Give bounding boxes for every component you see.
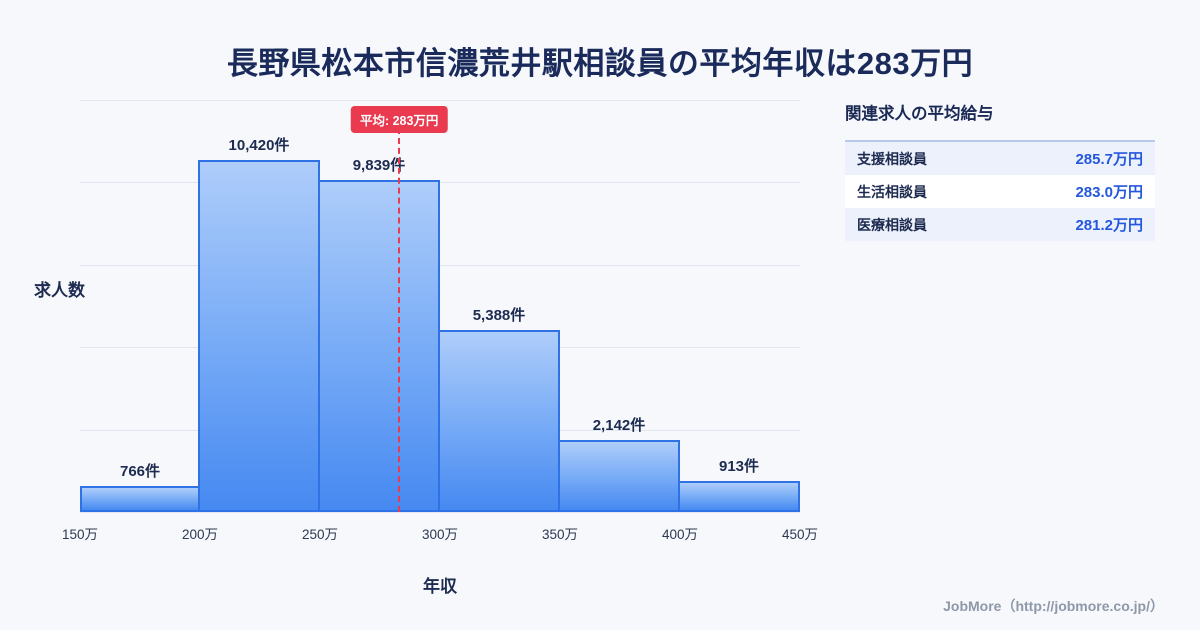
bar-value-label: 766件 bbox=[119, 463, 161, 481]
histogram-bar: 10,420件 bbox=[198, 137, 320, 512]
gridline bbox=[80, 512, 800, 513]
page-title: 長野県松本市信濃荒井駅相談員の平均年収は283万円 bbox=[226, 46, 974, 81]
footer-credit: JobMore（http://jobmore.co.jp/） bbox=[943, 598, 1164, 614]
gridline bbox=[80, 264, 800, 266]
bar-value-label: 5,388件 bbox=[472, 307, 526, 324]
histogram-bar: 2,142件 bbox=[558, 417, 680, 512]
x-tick-label: 300万 bbox=[421, 527, 459, 542]
table-row: 支援相談員 285.7万円 bbox=[845, 142, 1155, 175]
histogram-bar: 913件 bbox=[678, 458, 800, 512]
bar-value-label: 2,142件 bbox=[592, 416, 646, 434]
salary-value: 285.7万円 bbox=[1075, 151, 1143, 168]
job-label: 生活相談員 bbox=[857, 183, 927, 200]
x-tick-label: 350万 bbox=[541, 527, 579, 542]
average-dashed-line bbox=[398, 128, 401, 512]
histogram-plot: 平均: 283万円 766件 10,420件 9,839件 5,388件 2,142件 9… bbox=[62, 100, 818, 542]
histogram-bar: 766件 bbox=[80, 463, 200, 512]
gridline bbox=[80, 182, 800, 184]
salary-value: 281.2万円 bbox=[1075, 217, 1143, 234]
histogram-bar: 5,388件 bbox=[438, 307, 560, 512]
x-tick-label: 250万 bbox=[301, 527, 339, 542]
bar-value-label: 913件 bbox=[718, 458, 760, 476]
gridline bbox=[80, 100, 800, 101]
table-row: 医療相談員 281.2万円 bbox=[845, 208, 1155, 241]
x-axis-title: 年収 bbox=[423, 577, 457, 596]
histogram-bar: 9,839件 bbox=[318, 157, 440, 512]
salary-value: 283.0万円 bbox=[1075, 184, 1143, 201]
job-label: 支援相談員 bbox=[857, 150, 927, 167]
related-jobs-panel: 関連求人の平均給与 支援相談員 285.7万円 生活相談員 283.0万円 医療… bbox=[845, 100, 1155, 241]
x-tick-label: 150万 bbox=[61, 527, 99, 542]
salary-table: 支援相談員 285.7万円 生活相談員 283.0万円 医療相談員 281.2万… bbox=[845, 140, 1155, 241]
panel-heading: 関連求人の平均給与 bbox=[845, 105, 994, 123]
table-row: 生活相談員 283.0万円 bbox=[845, 175, 1155, 208]
job-label: 医療相談員 bbox=[857, 216, 927, 233]
x-tick-label: 450万 bbox=[781, 527, 819, 542]
average-badge: 平均: 283万円 bbox=[350, 106, 448, 133]
bar-value-label: 10,420件 bbox=[228, 137, 290, 154]
bar-value-label: 9,839件 bbox=[352, 156, 406, 174]
x-tick-label: 400万 bbox=[661, 527, 699, 542]
y-axis-title: 求人数 bbox=[34, 281, 85, 300]
x-tick-label: 200万 bbox=[181, 527, 219, 542]
